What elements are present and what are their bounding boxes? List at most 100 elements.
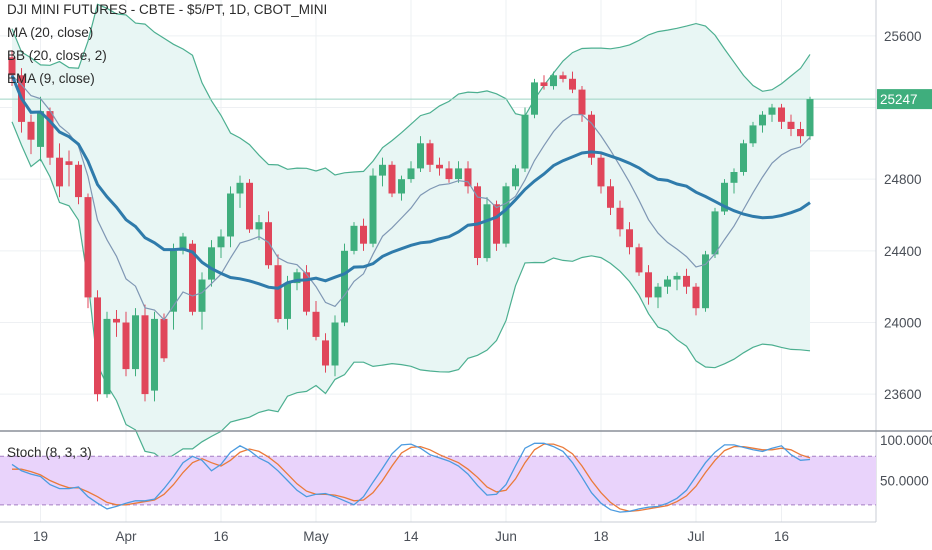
candle-body: [607, 186, 614, 208]
candle-body: [322, 340, 329, 366]
candle-body: [170, 250, 177, 312]
bollinger-upper-band: [11, 3, 811, 176]
candle-body: [331, 322, 339, 366]
time-tick-label: Jun: [495, 529, 517, 544]
candle-body: [540, 82, 548, 86]
candle-body: [721, 182, 728, 212]
bollinger-band-fill: [12, 4, 810, 461]
bollinger-lower-band: [11, 121, 811, 462]
candle-body: [274, 265, 282, 319]
ema-line: [11, 74, 811, 321]
price-tick-label: 24800: [884, 172, 922, 187]
candle-body: [246, 182, 253, 230]
candle-body: [445, 168, 453, 180]
stoch-band: [0, 456, 876, 505]
candle-body: [588, 114, 595, 158]
candle-body: [341, 250, 348, 323]
price-tick-label: 24400: [884, 244, 922, 259]
time-tick-label: 16: [774, 529, 789, 544]
stoch-axis: 100.0000 50.0000: [880, 433, 932, 488]
candle-body: [616, 207, 624, 230]
stoch-d-line: [12, 443, 811, 512]
candle-body: [350, 225, 358, 251]
last-price-label: 25247: [880, 92, 918, 107]
chart-title: DJI MINI FUTURES - CBTE - $5/PT, 1D, CBO…: [7, 2, 328, 17]
candle-body: [388, 164, 396, 194]
candle-body: [787, 121, 795, 129]
candle-body: [46, 111, 54, 158]
candle-body: [578, 89, 586, 115]
time-tick-label: 16: [213, 529, 228, 544]
legend-bb: BB (20, close, 2): [7, 48, 107, 63]
candle-body: [654, 286, 662, 298]
candle-body: [84, 197, 92, 298]
candle-body: [265, 222, 272, 266]
legend-ema: EMA (9, close): [7, 71, 95, 86]
candle-body: [597, 157, 605, 187]
candle-body: [664, 279, 671, 287]
time-axis: 19 Apr 16 May 14 Jun 18 Jul 16: [33, 529, 789, 544]
candle-body: [673, 275, 681, 280]
price-tick-label: 24000: [884, 316, 922, 331]
candle-body: [759, 114, 766, 126]
time-tick-label: Apr: [115, 529, 137, 544]
candle-body: [749, 125, 757, 144]
candle-body: [407, 168, 415, 180]
candle-body: [56, 157, 63, 187]
candle-body: [645, 272, 652, 298]
ma-line: [10, 74, 811, 290]
candle-body: [132, 315, 139, 370]
time-tick-label: 18: [593, 529, 608, 544]
candle-body: [521, 114, 529, 169]
candle-body: [569, 78, 576, 90]
stoch-tick-label: 50.0000: [880, 474, 929, 489]
candle-body: [730, 172, 738, 183]
price-tick-label: 25600: [884, 29, 922, 44]
candle-body: [436, 164, 443, 169]
last-price-badge: 25247: [877, 89, 932, 110]
candle-body: [692, 286, 700, 309]
candle-body: [635, 247, 643, 273]
candle-body: [179, 236, 187, 251]
candle-body: [702, 254, 709, 309]
candle-body: [122, 322, 130, 370]
candle-body: [208, 247, 215, 280]
candle-body: [293, 272, 301, 284]
candle-body: [369, 175, 377, 244]
candle-body: [141, 315, 149, 395]
candle-body: [768, 107, 776, 115]
candle-body: [740, 143, 747, 172]
candle-body: [113, 318, 120, 323]
candle-body: [217, 236, 225, 248]
candle-body: [711, 211, 719, 255]
candle-body: [806, 99, 814, 137]
candle-body: [493, 204, 500, 244]
candle-body: [778, 107, 785, 122]
candle-body: [483, 204, 491, 259]
time-tick-label: 19: [33, 529, 48, 544]
candle-body: [312, 311, 320, 337]
candle-body: [398, 179, 405, 194]
candle-body: [236, 182, 244, 194]
candle-body: [531, 82, 538, 115]
candle-body: [189, 243, 196, 312]
time-tick-label: Jul: [687, 529, 704, 544]
candle-body: [255, 222, 263, 230]
candle-body: [417, 143, 424, 169]
candle-body: [103, 318, 111, 395]
candle-body: [284, 283, 291, 319]
stoch-k-line: [11, 442, 811, 513]
candle-body: [27, 121, 35, 140]
price-axis: 25600 24800 24400 24000 23600: [884, 29, 922, 402]
legend-ma: MA (20, close): [7, 25, 94, 40]
candle-body: [559, 75, 567, 79]
stoch-tick-label: 100.0000: [880, 433, 932, 448]
candle-body: [426, 143, 434, 165]
candle-body: [8, 57, 16, 76]
candle-body: [75, 164, 82, 198]
candle-body: [37, 111, 44, 147]
time-tick-label: 14: [403, 529, 419, 544]
candle-body: [65, 161, 73, 165]
candle-body: [227, 193, 234, 237]
